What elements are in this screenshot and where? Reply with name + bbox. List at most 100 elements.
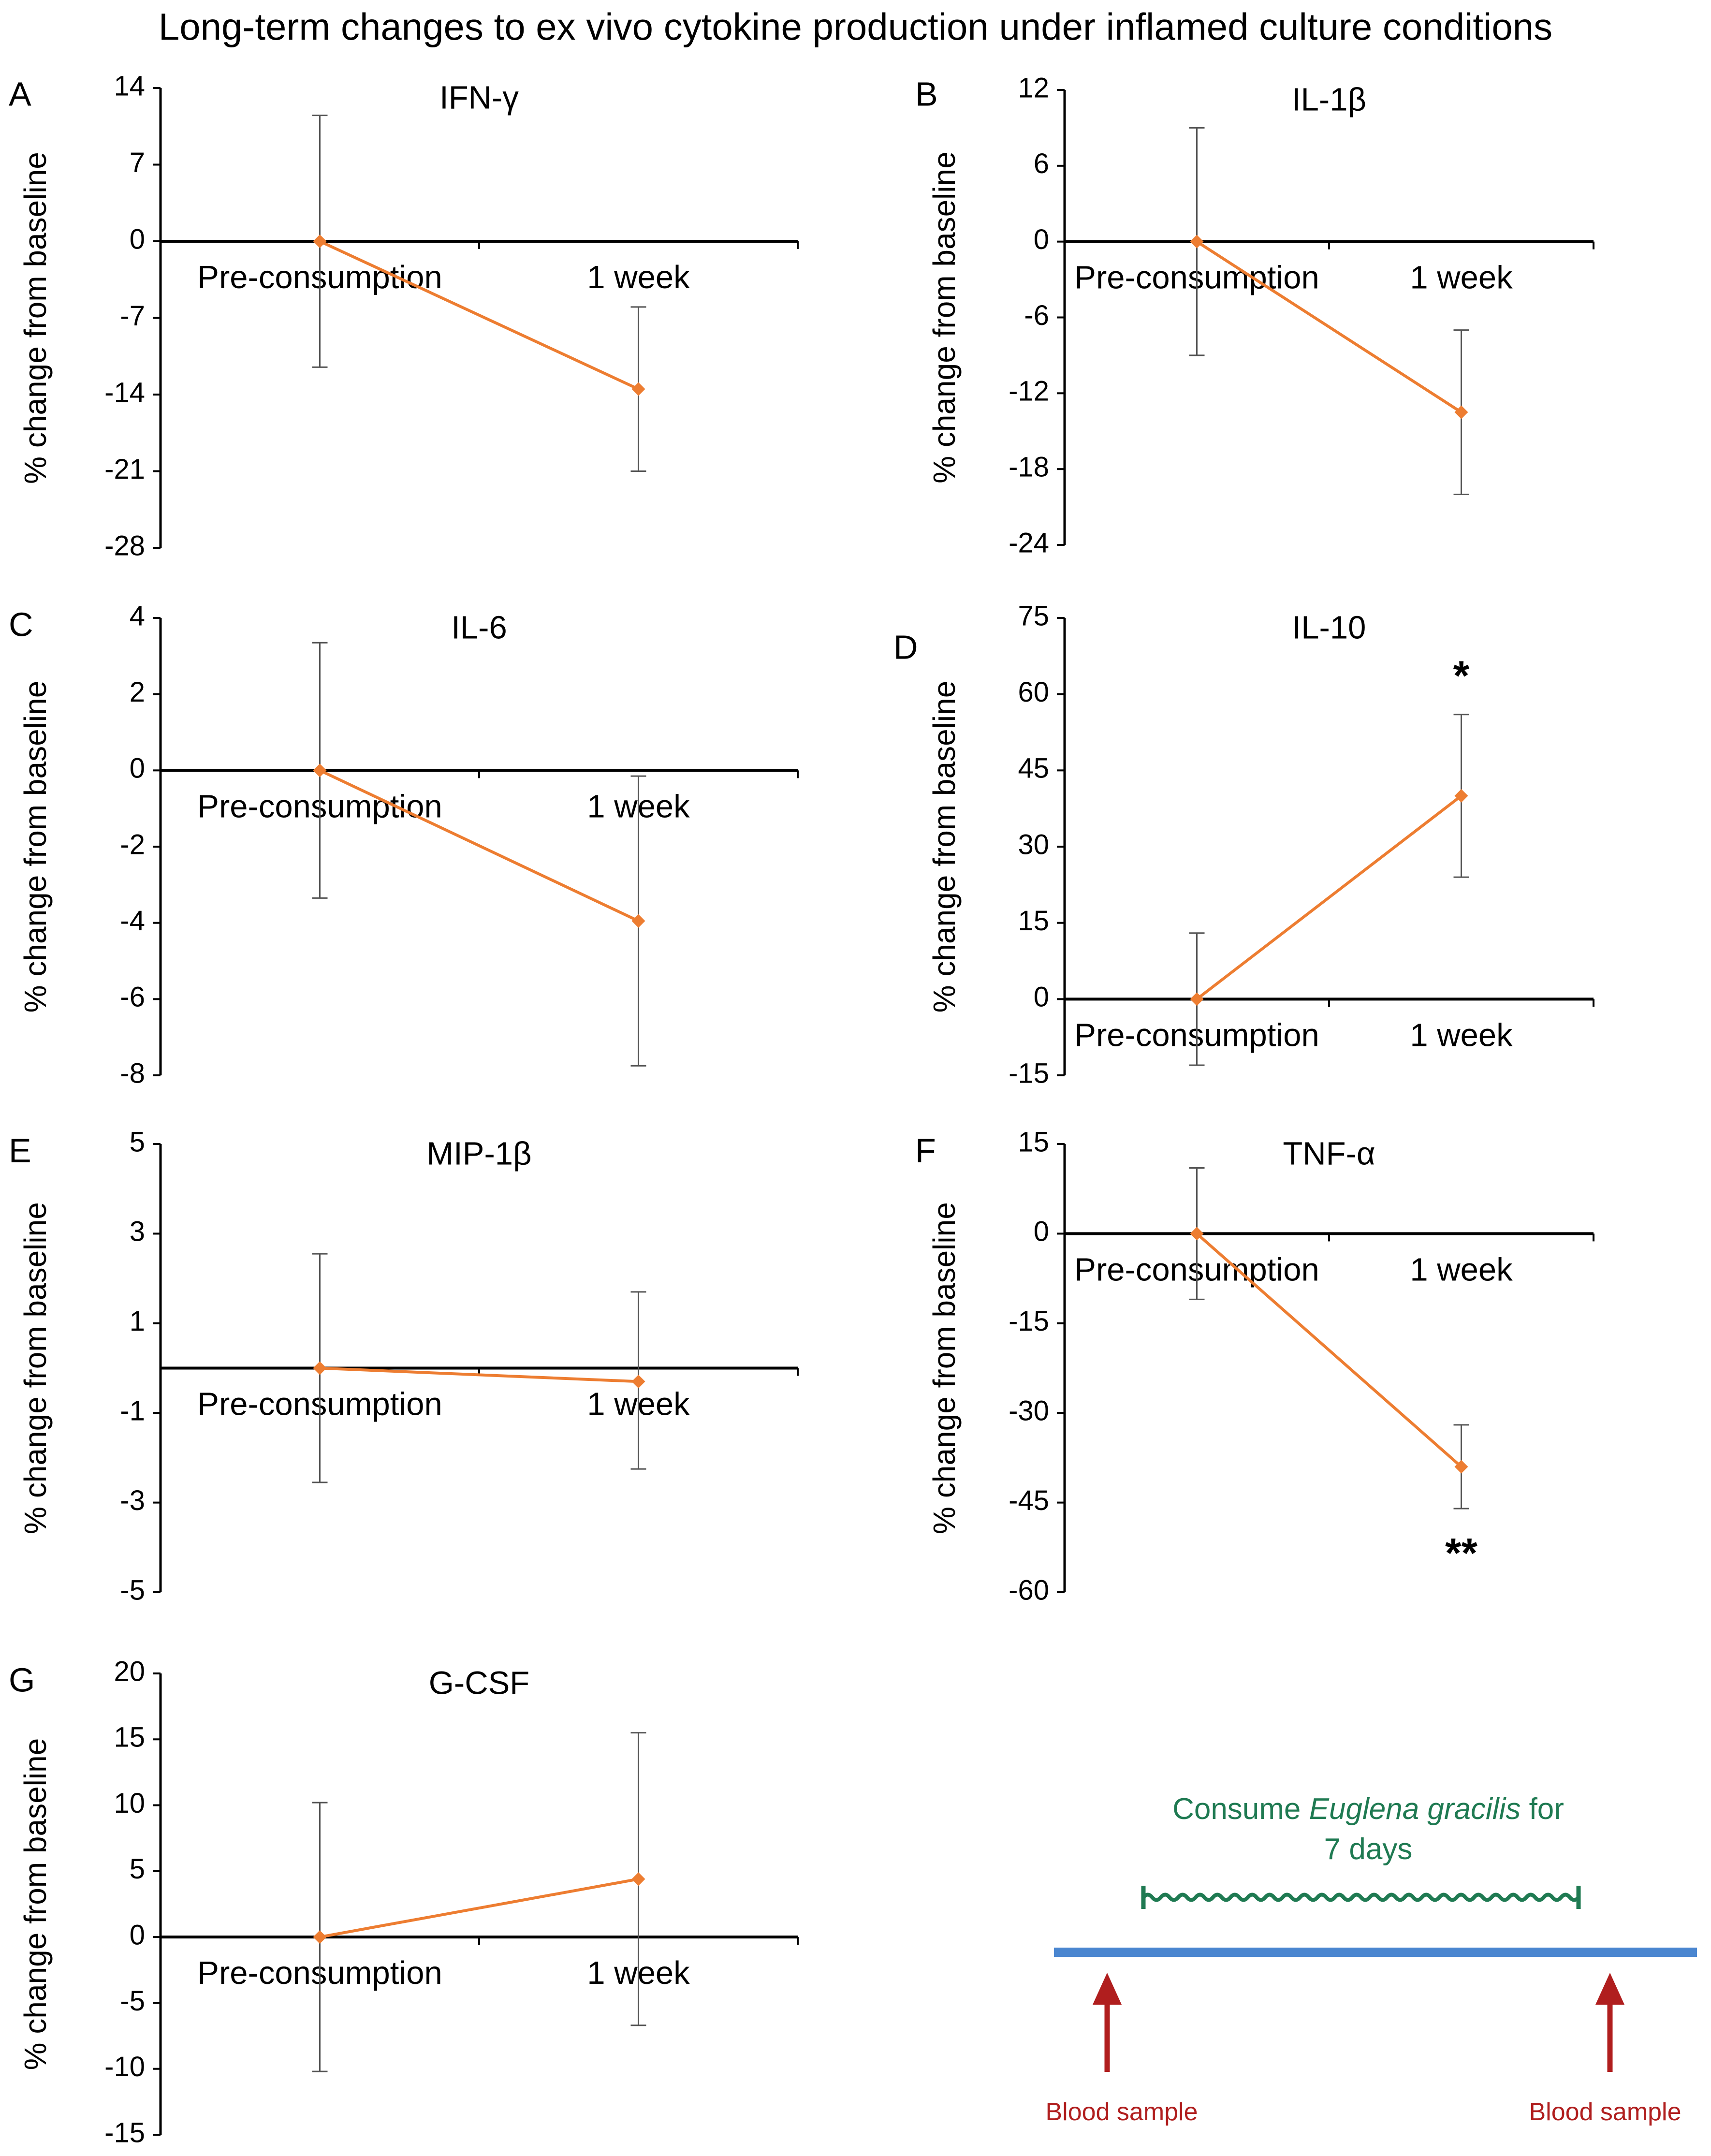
y-tick-label: -30: [1009, 1395, 1049, 1427]
y-tick-label: -21: [104, 454, 145, 485]
blood-sample-label-left: Blood sample: [1045, 2098, 1198, 2126]
chart-panel-C: C% change from baselineIL-6420-2-4-6-8Pr…: [9, 600, 799, 1089]
y-tick-label: 0: [1034, 224, 1049, 255]
y-tick-label: -18: [1009, 451, 1049, 483]
y-tick-label: -6: [1024, 300, 1049, 331]
series-line: [319, 1877, 639, 1939]
data-point: [1454, 1460, 1468, 1474]
y-tick-label: -14: [104, 377, 145, 408]
series-line: [319, 769, 639, 923]
y-tick-label: -10: [104, 2051, 145, 2083]
y-tick-label: 0: [130, 1919, 145, 1951]
y-axis-label: % change from baseline: [18, 681, 53, 1013]
y-tick-label: 14: [114, 70, 145, 102]
y-axis-label: % change from baseline: [18, 152, 53, 484]
x-category-label: 1 week: [1410, 1017, 1513, 1053]
y-tick-label: 3: [130, 1216, 145, 1247]
x-category-label: 1 week: [1410, 1251, 1513, 1288]
chart-panel-D: D % change from baseline IL-10 75 60 45 30 15 0 -…: [893, 600, 1594, 1089]
y-tick-label: 5: [130, 1126, 145, 1158]
panel-letter: D: [893, 628, 918, 666]
y-tick-label: -4: [120, 905, 145, 937]
y-tick-label: -45: [1009, 1485, 1049, 1516]
y-tick-label: 15: [114, 1722, 145, 1753]
y-tick-label: -6: [120, 982, 145, 1013]
data-point: [1190, 235, 1204, 249]
chart-title: G-CSF: [429, 1665, 529, 1701]
data-point: [1454, 789, 1468, 803]
data-point: [1190, 992, 1204, 1006]
x-category-label: 1 week: [587, 259, 690, 295]
y-tick-label: -60: [1009, 1574, 1049, 1606]
consume-days-label: 7 days: [1324, 1833, 1413, 1866]
y-tick-label: 7: [130, 147, 145, 178]
chart-panel-G: G % change from baseline G-CSF 20 15 10 5 0 -5 -1…: [9, 1656, 799, 2148]
y-tick-label: -5: [120, 1985, 145, 2017]
x-category-label: 1 week: [1410, 260, 1513, 296]
data-point: [631, 1375, 645, 1389]
panel-letter: F: [915, 1131, 936, 1169]
y-tick-label: -15: [104, 2117, 145, 2148]
y-tick-label: 4: [130, 600, 145, 631]
y-tick-label: 30: [1018, 829, 1049, 860]
chart-panel-B: B % change from baseline IL-1β 12 6 0 -6 -12 -18…: [915, 72, 1594, 558]
figure-title: Long-term changes to ex vivo cytokine pr…: [158, 5, 1553, 48]
series-line: [320, 1366, 639, 1383]
panel-letter: C: [9, 605, 33, 643]
y-tick-label: 10: [114, 1788, 145, 1819]
y-tick-label: 1: [130, 1305, 145, 1337]
y-axis-label: % change from baseline: [18, 1738, 53, 2070]
y-axis-label: % change from baseline: [927, 681, 962, 1013]
y-tick-label: 45: [1018, 753, 1049, 784]
y-tick-label: -7: [120, 300, 145, 332]
series-line: [1196, 794, 1462, 1000]
chart-panel-E: E% change from baselineMIP-1β531-1-3-5Pr…: [9, 1126, 799, 1606]
consume-label: Consume Euglena gracilis for: [1172, 1792, 1564, 1826]
data-point: [313, 1361, 327, 1375]
y-axis-label: % change from baseline: [18, 1202, 53, 1534]
y-tick-label: -15: [1009, 1057, 1049, 1089]
chart-title: MIP-1β: [426, 1136, 531, 1172]
chart-title: IFN-γ: [439, 80, 519, 116]
chart-title: TNF-α: [1283, 1136, 1375, 1172]
y-tick-label: -2: [120, 829, 145, 860]
chart-title: IL-1β: [1292, 82, 1366, 118]
chart-title: IL-10: [1292, 610, 1366, 646]
y-tick-label: -3: [120, 1485, 145, 1516]
chart-panel-A: A % change from baseline IFN-γ 14 7 0 -7 -14 -21…: [9, 70, 799, 561]
series-line: [1196, 1232, 1462, 1468]
y-tick-label: -15: [1009, 1305, 1049, 1337]
series-line: [319, 240, 639, 391]
data-point: [1454, 405, 1468, 419]
y-tick-label: 0: [130, 753, 145, 784]
y-axis-label: % change from baseline: [927, 151, 962, 484]
y-tick-label: -12: [1009, 376, 1049, 407]
panel-letter: G: [9, 1661, 35, 1699]
blood-sample-label-right: Blood sample: [1529, 2098, 1681, 2126]
significance-marker: *: [1453, 653, 1470, 699]
y-tick-label: 0: [1034, 982, 1049, 1013]
data-point: [313, 235, 327, 248]
significance-marker: **: [1445, 1530, 1477, 1577]
timeline-diagram: Consume Euglena gracilis for 7 days Blood …: [1045, 1792, 1697, 2126]
data-point: [313, 763, 327, 777]
y-tick-label: 20: [114, 1656, 145, 1687]
series-line: [1196, 240, 1462, 414]
y-tick-label: -1: [120, 1395, 145, 1427]
panel-letter: E: [9, 1131, 31, 1169]
y-tick-label: 15: [1018, 1126, 1049, 1158]
timeline-bar: [1054, 1948, 1697, 1957]
y-tick-label: 0: [1034, 1216, 1049, 1247]
y-tick-label: 6: [1034, 148, 1049, 179]
y-tick-label: -28: [104, 530, 145, 561]
data-point: [313, 1930, 327, 1944]
y-tick-label: 60: [1018, 676, 1049, 708]
blood-sample-arrow-left: [1093, 1973, 1122, 2072]
data-point: [631, 1872, 645, 1886]
y-tick-label: 2: [130, 676, 145, 708]
data-point: [631, 382, 645, 396]
y-tick-label: -24: [1009, 527, 1049, 558]
chart-panels: A% change from baselineIFN-γ1470-7-14-21…: [9, 70, 1594, 2148]
y-tick-label: 15: [1018, 905, 1049, 937]
